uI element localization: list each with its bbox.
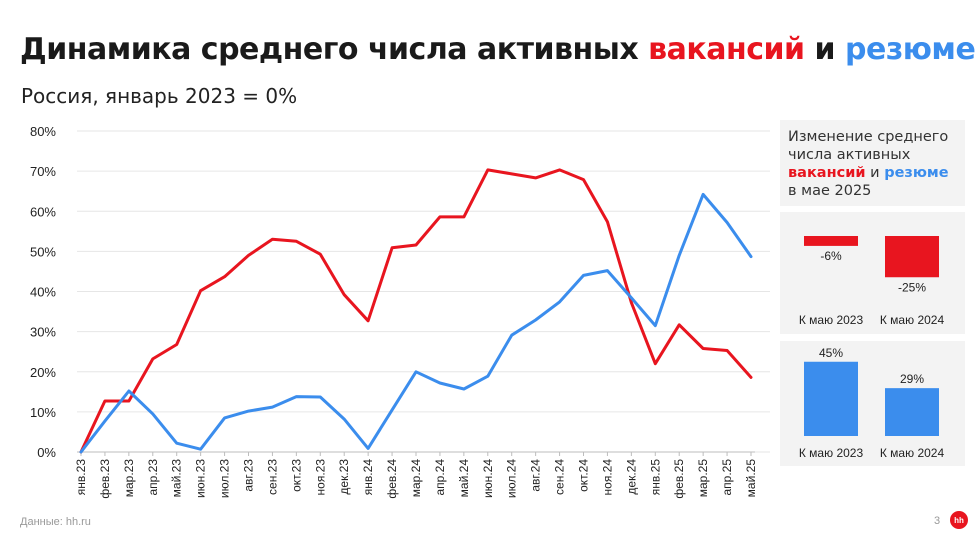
x-tick-label: авг.24 [529, 459, 543, 492]
x-tick-label: окт.24 [577, 459, 591, 492]
vacancies-change-panel: -6% К маю 2023 -25% К маю 2024 [780, 212, 965, 334]
x-tick-label: ноя.23 [313, 459, 327, 496]
x-tick-label: мар.24 [409, 459, 423, 498]
data-source: Данные: hh.ru [20, 516, 91, 528]
x-tick-label: мар.25 [696, 459, 710, 498]
bar-value-label: 29% [900, 372, 924, 386]
x-tick-label: апр.24 [433, 459, 447, 496]
side-panel-title: Изменение среднего числа активных ваканс… [780, 120, 965, 206]
bar [804, 361, 858, 436]
x-tick-label: мар.23 [122, 459, 136, 498]
y-tick-label: 50% [30, 244, 56, 259]
title-prefix: Динамика среднего числа активных [20, 32, 639, 67]
bar-value-label: 45% [819, 346, 843, 360]
x-tick-label: фев.24 [385, 459, 399, 499]
bar-category-label: К маю 2023 [799, 446, 864, 460]
x-tick-label: фев.23 [98, 459, 112, 499]
bar-value-label: -6% [820, 249, 842, 263]
bar [804, 236, 858, 246]
side-title-and: и [870, 165, 880, 181]
y-tick-label: 40% [30, 285, 56, 300]
x-tick-label: апр.23 [146, 459, 160, 496]
x-tick-label: май.24 [457, 459, 471, 498]
x-tick-label: ноя.24 [600, 459, 614, 496]
bar [885, 388, 939, 436]
x-tick-label: дек.24 [624, 459, 638, 495]
y-tick-label: 0% [37, 445, 56, 460]
bar [885, 236, 939, 278]
page-title: Динамика среднего числа активных ваканси… [20, 32, 976, 67]
x-tick-label: апр.25 [720, 459, 734, 496]
x-tick-label: июл.24 [505, 459, 519, 498]
x-tick-label: янв.23 [74, 459, 88, 496]
bar-value-label: -25% [898, 280, 926, 294]
y-tick-label: 60% [30, 204, 56, 219]
title-vacancies: вакансий [648, 32, 805, 67]
page-number: 3 [934, 515, 941, 527]
x-tick-label: сен.23 [265, 459, 279, 495]
title-resumes: резюме [845, 32, 976, 67]
y-tick-label: 30% [30, 325, 56, 340]
x-tick-label: янв.24 [361, 459, 375, 496]
x-tick-label: май.25 [744, 459, 758, 498]
series-line-резюме [79, 192, 753, 454]
x-tick-label: авг.23 [242, 459, 256, 492]
page-subtitle: Россия, январь 2023 = 0% [21, 84, 298, 108]
side-title-line4: в мае 2025 [788, 183, 872, 199]
side-title-line1: Изменение среднего [788, 129, 949, 145]
y-tick-label: 20% [30, 365, 56, 380]
x-tick-label: июн.24 [481, 459, 495, 498]
hh-logo: hh [950, 511, 968, 529]
x-tick-label: сен.24 [553, 459, 567, 495]
x-tick-label: янв.25 [648, 459, 662, 496]
bar-category-label: К маю 2023 [799, 313, 864, 327]
vacancies-bar-chart: -6% К маю 2023 -25% К маю 2024 [799, 236, 945, 327]
x-tick-label: дек.23 [337, 459, 351, 495]
x-tick-label: фев.25 [672, 459, 686, 499]
y-tick-label: 80% [30, 124, 56, 139]
side-panel-title-text: Изменение среднего числа активных ваканс… [788, 128, 949, 200]
bar-category-label: К маю 2024 [880, 446, 945, 460]
x-tick-label: июн.23 [194, 459, 208, 498]
x-tick-label: июл.23 [218, 459, 232, 498]
line-chart: 0% 10% 20% 30% 40% 50% 60% 70% 80% янв.23 фев.23 ма… [30, 124, 770, 499]
resumes-bar-chart: 45% К маю 2023 29% К маю 2024 [799, 346, 945, 460]
series-line-вакансий [79, 168, 753, 454]
resumes-change-panel: 45% К маю 2023 29% К маю 2024 [780, 341, 965, 466]
side-title-resumes: резюме [884, 165, 949, 181]
y-tick-label: 70% [30, 164, 56, 179]
x-tick-label: май.23 [170, 459, 184, 498]
y-tick-label: 10% [30, 405, 56, 420]
title-and: и [814, 32, 836, 67]
x-tick-label: окт.23 [289, 459, 303, 492]
side-title-vacancies: вакансий [788, 165, 866, 181]
side-title-line2: числа активных [788, 147, 911, 163]
bar-category-label: К маю 2024 [880, 313, 945, 327]
